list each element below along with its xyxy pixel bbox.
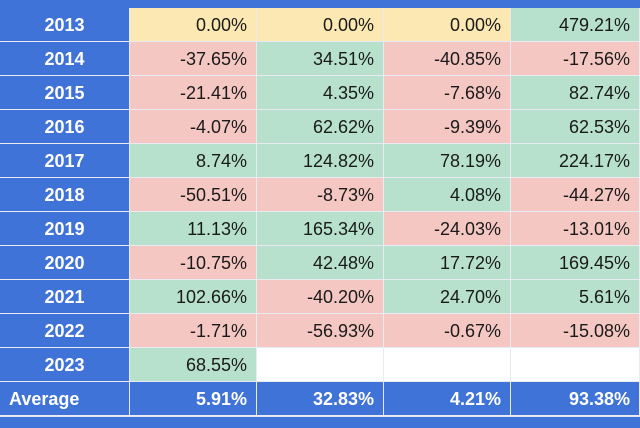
value-cell: -40.85% — [384, 42, 511, 76]
value-cell: -50.51% — [130, 178, 257, 212]
value-cell: 0.00% — [384, 8, 511, 42]
value-cell: 479.21% — [511, 8, 640, 42]
value-cell: 165.34% — [257, 212, 384, 246]
year-cell: 2020 — [0, 246, 130, 280]
year-cell: 2016 — [0, 110, 130, 144]
value-cell: -21.41% — [130, 76, 257, 110]
empty-cell — [257, 348, 384, 382]
year-cell: 2015 — [0, 76, 130, 110]
year-cell: 2018 — [0, 178, 130, 212]
value-cell: -1.71% — [130, 314, 257, 348]
year-cell: 2022 — [0, 314, 130, 348]
value-cell: -24.03% — [384, 212, 511, 246]
empty-cell — [384, 348, 511, 382]
value-cell: -4.07% — [130, 110, 257, 144]
value-cell: 0.00% — [257, 8, 384, 42]
value-cell: -0.67% — [384, 314, 511, 348]
value-cell: -9.39% — [384, 110, 511, 144]
value-cell: 24.70% — [384, 280, 511, 314]
value-cell: -15.08% — [511, 314, 640, 348]
value-cell: -56.93% — [257, 314, 384, 348]
year-cell: 2019 — [0, 212, 130, 246]
value-cell: -8.73% — [257, 178, 384, 212]
average-value: 4.21% — [384, 382, 511, 416]
value-cell: 62.53% — [511, 110, 640, 144]
value-cell: -17.56% — [511, 42, 640, 76]
value-cell: 102.66% — [130, 280, 257, 314]
value-cell: 5.61% — [511, 280, 640, 314]
value-cell: 34.51% — [257, 42, 384, 76]
value-cell: 169.45% — [511, 246, 640, 280]
average-value: 5.91% — [130, 382, 257, 416]
year-cell: 2023 — [0, 348, 130, 382]
value-cell: 82.74% — [511, 76, 640, 110]
year-cell: 2014 — [0, 42, 130, 76]
value-cell: -44.27% — [511, 178, 640, 212]
value-cell: 78.19% — [384, 144, 511, 178]
value-cell: 8.74% — [130, 144, 257, 178]
year-cell: 2013 — [0, 8, 130, 42]
header-strip — [0, 0, 640, 8]
year-cell: 2017 — [0, 144, 130, 178]
value-cell: -37.65% — [130, 42, 257, 76]
value-cell: -40.20% — [257, 280, 384, 314]
value-cell: 68.55% — [130, 348, 257, 382]
value-cell: 4.35% — [257, 76, 384, 110]
value-cell: -7.68% — [384, 76, 511, 110]
value-cell: 124.82% — [257, 144, 384, 178]
average-label: Average — [0, 382, 130, 416]
value-cell: 0.00% — [130, 8, 257, 42]
value-cell: 42.48% — [257, 246, 384, 280]
value-cell: 62.62% — [257, 110, 384, 144]
value-cell: 224.17% — [511, 144, 640, 178]
value-cell: 17.72% — [384, 246, 511, 280]
value-cell: -13.01% — [511, 212, 640, 246]
value-cell: 11.13% — [130, 212, 257, 246]
year-cell: 2021 — [0, 280, 130, 314]
average-value: 32.83% — [257, 382, 384, 416]
value-cell: 4.08% — [384, 178, 511, 212]
empty-cell — [511, 348, 640, 382]
average-value: 93.38% — [511, 382, 640, 416]
value-cell: -10.75% — [130, 246, 257, 280]
total-strip — [0, 417, 640, 428]
